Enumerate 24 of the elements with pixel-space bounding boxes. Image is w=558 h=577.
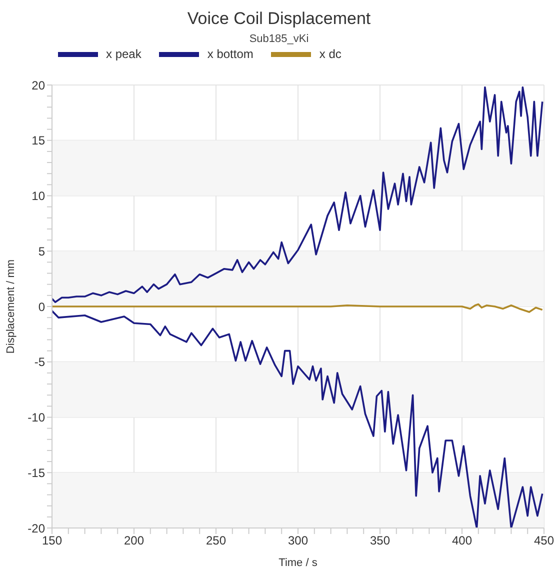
legend-label: x bottom <box>207 47 254 61</box>
x-tick-label: 350 <box>370 534 390 548</box>
y-tick-label: 15 <box>32 134 46 148</box>
x-axis-title: Time / s <box>278 557 318 569</box>
chart-title: Voice Coil Displacement <box>186 8 372 29</box>
y-tick-label: 5 <box>38 244 46 258</box>
y-tick-label: -20 <box>28 521 46 536</box>
x-tick-label: 300 <box>288 534 308 548</box>
y-tick-label: 20 <box>32 78 46 92</box>
y-tick-label: 10 <box>32 189 46 204</box>
x-tick-label: 150 <box>42 534 62 548</box>
legend-label: x peak <box>106 47 142 61</box>
y-tick-label: -5 <box>34 355 46 370</box>
y-axis-title: Displacement / mm <box>4 259 17 354</box>
chart-subtitle: Sub185_vKi <box>248 32 310 47</box>
legend-label: x dc <box>319 47 342 61</box>
x-tick-label: 200 <box>124 534 144 548</box>
y-tick-label: -15 <box>28 466 46 480</box>
x-tick-label: 400 <box>452 534 472 548</box>
x-tick-label: 450 <box>534 534 554 548</box>
y-tick-label: 0 <box>38 300 46 314</box>
x-tick-label: 250 <box>206 534 226 548</box>
y-tick-label: -10 <box>28 410 46 425</box>
line-series <box>52 303 544 313</box>
